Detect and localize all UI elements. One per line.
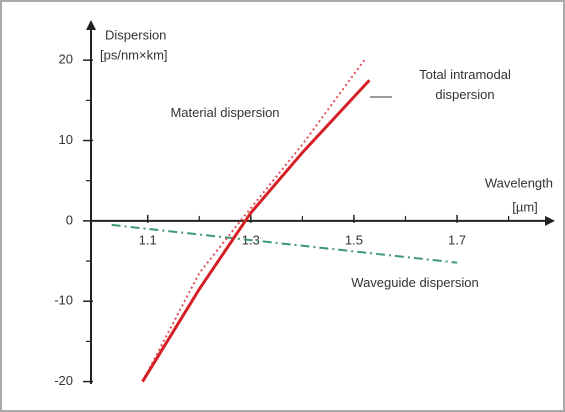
series-annotation: Total intramodal dispersion xyxy=(419,67,511,102)
series-line xyxy=(141,79,371,383)
y-axis-unit: [ps/nm×km] xyxy=(100,47,168,62)
y-tick-label: -10 xyxy=(54,293,73,308)
x-tick-label: 1.7 xyxy=(448,232,466,247)
y-tick-label: 0 xyxy=(66,212,73,227)
y-axis-arrow xyxy=(86,20,96,30)
x-axis-arrow xyxy=(545,215,555,226)
x-axis-unit: [µm] xyxy=(512,199,538,214)
series-annotation: Material dispersion xyxy=(170,105,280,120)
x-tick-label: 1.1 xyxy=(139,232,157,247)
series-line xyxy=(111,223,458,264)
series-annotation: Waveguide dispersion xyxy=(351,275,479,290)
x-axis-label: Wavelength xyxy=(485,175,553,190)
y-tick-label: 10 xyxy=(59,132,73,147)
y-tick-label: -20 xyxy=(54,373,73,388)
series-line xyxy=(141,59,366,383)
x-tick-label: 1.5 xyxy=(345,232,363,247)
y-axis-label: Dispersion xyxy=(105,27,166,42)
y-tick-label: 20 xyxy=(59,52,73,67)
